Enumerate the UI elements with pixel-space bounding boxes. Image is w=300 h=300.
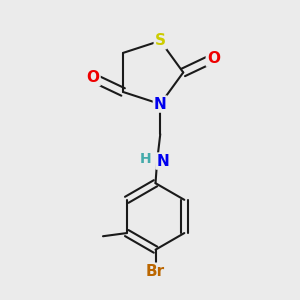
- Text: N: N: [154, 97, 167, 112]
- Text: N: N: [156, 154, 169, 169]
- Text: Br: Br: [146, 264, 165, 279]
- Text: S: S: [155, 33, 166, 48]
- Text: H: H: [139, 152, 151, 167]
- Text: O: O: [207, 51, 220, 66]
- Text: O: O: [86, 70, 100, 85]
